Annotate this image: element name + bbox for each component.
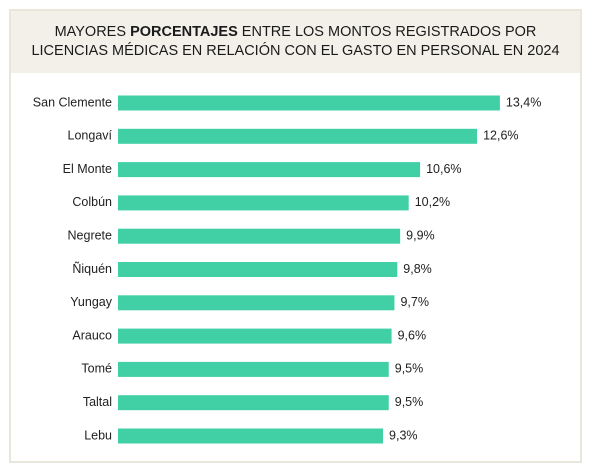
value-label: 10,2% — [415, 195, 450, 209]
value-label: 9,5% — [395, 362, 424, 376]
category-label: Tomé — [81, 362, 112, 376]
value-label: 9,7% — [400, 295, 429, 309]
title-bold: PORCENTAJES — [130, 24, 238, 40]
bar — [118, 162, 421, 178]
title-text: ENTRE LOS MONTOS REGISTRADOS POR — [241, 24, 537, 40]
bar — [118, 128, 478, 144]
bar — [118, 361, 389, 377]
bar — [118, 228, 401, 244]
title-text: LICENCIAS MÉDICAS EN RELACIÓN CON EL GAS… — [31, 43, 560, 59]
category-label: Yungay — [70, 295, 112, 309]
category-label: Longaví — [68, 129, 113, 143]
category-label: San Clemente — [33, 95, 112, 109]
category-label: Lebu — [84, 428, 112, 442]
category-label: El Monte — [63, 162, 112, 176]
value-label: 12,6% — [483, 129, 518, 143]
bar — [118, 395, 389, 411]
chart-frame: MAYORES PORCENTAJES ENTRE LOS MONTOS REG… — [9, 9, 582, 463]
category-label: Negrete — [68, 228, 113, 242]
bar — [118, 295, 395, 311]
category-label: Taltal — [83, 395, 112, 409]
bar — [118, 328, 392, 344]
value-label: 9,3% — [389, 428, 418, 442]
value-label: 9,6% — [398, 328, 427, 342]
title-line: LICENCIAS MÉDICAS EN RELACIÓN CON EL GAS… — [31, 42, 559, 61]
bar — [118, 428, 384, 444]
category-label: Arauco — [72, 328, 112, 342]
category-label: Ñiquén — [72, 262, 112, 276]
value-label: 9,8% — [403, 262, 432, 276]
value-label: 9,5% — [395, 395, 424, 409]
title-text: MAYORES — [54, 24, 127, 40]
value-label: 9,9% — [406, 228, 435, 242]
bar — [118, 95, 500, 111]
category-label: Colbún — [72, 195, 112, 209]
chart-header: MAYORES PORCENTAJES ENTRE LOS MONTOS REG… — [11, 11, 580, 73]
bar — [118, 262, 398, 277]
value-label: 13,4% — [506, 95, 541, 109]
bar — [118, 195, 409, 211]
title-line: MAYORES PORCENTAJES ENTRE LOS MONTOS REG… — [55, 23, 537, 42]
value-label: 10,6% — [426, 162, 461, 176]
